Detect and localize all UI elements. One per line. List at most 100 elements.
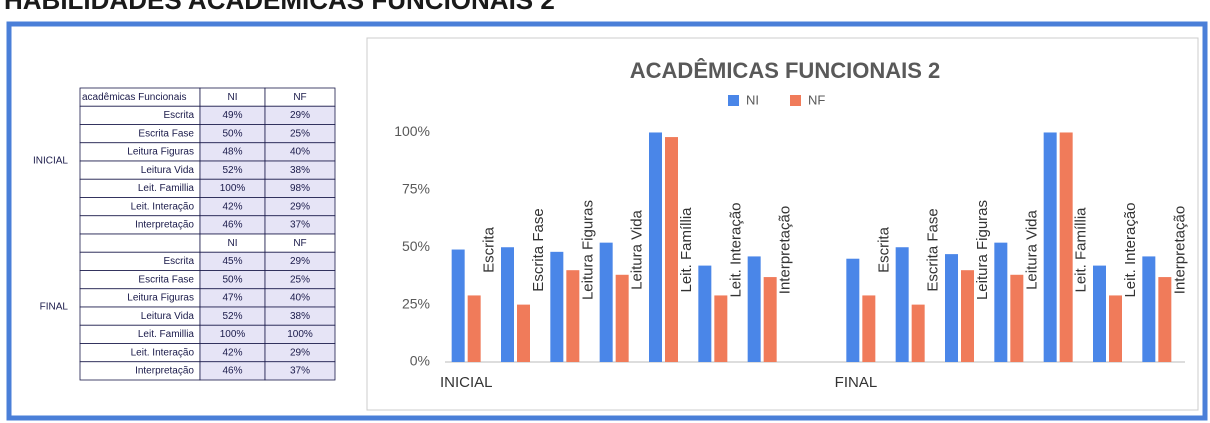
category-label: Escrita Fase <box>530 208 547 291</box>
bar <box>649 132 662 362</box>
cell-text: 45% <box>222 256 242 267</box>
cell-text: 37% <box>290 220 310 231</box>
cell-text: 50% <box>222 274 242 285</box>
cell-text: 40% <box>290 147 310 158</box>
cell-text: Escrita Fase <box>138 128 194 139</box>
bar <box>599 242 613 362</box>
bar <box>1010 274 1024 362</box>
bar <box>961 270 974 362</box>
cell-text: 100% <box>220 183 246 194</box>
legend-swatch <box>728 95 739 106</box>
bar <box>747 256 761 362</box>
bar <box>517 304 530 362</box>
cell-text: 25% <box>290 274 310 285</box>
category-label: Leitura Vida <box>1023 209 1040 289</box>
cell-text: 29% <box>290 201 310 212</box>
cell-text: Leit. Famillia <box>138 183 195 194</box>
category-label: Escrita <box>481 226 498 273</box>
category-label: Leit. Famíllia <box>678 207 695 293</box>
bar <box>1142 256 1156 362</box>
cell-text: Leitura Figuras <box>127 293 194 304</box>
cell-text: 42% <box>222 347 242 358</box>
bar <box>911 304 925 362</box>
bar <box>763 277 777 362</box>
cell-text: 98% <box>290 183 310 194</box>
cell-text: Leitura Vida <box>141 311 195 322</box>
bar <box>994 242 1008 362</box>
category-label: Interpretação <box>777 206 794 294</box>
cell-text: Escrita Fase <box>138 274 194 285</box>
cell-text: 38% <box>290 311 310 322</box>
bar <box>615 274 629 362</box>
cell-text: 37% <box>290 366 310 377</box>
group-label: INICIAL <box>440 374 493 391</box>
cell-text: 38% <box>290 165 310 176</box>
cell-text: 49% <box>222 110 242 121</box>
legend-swatch <box>790 95 801 106</box>
group-label: INICIAL <box>33 156 68 167</box>
cell-text: Leit. Interação <box>131 347 195 358</box>
group-label: FINAL <box>835 374 878 391</box>
legend-label: NF <box>808 92 825 107</box>
category-label: Escrita <box>875 226 892 273</box>
cell-text: 46% <box>222 220 242 231</box>
cell-bg <box>264 361 336 381</box>
bar <box>501 247 514 362</box>
bar <box>1109 295 1122 362</box>
cell-text: 100% <box>220 329 246 340</box>
cell-text: Interpretação <box>135 220 194 231</box>
category-label: Leit. Famíllia <box>1073 207 1090 293</box>
cell-text: 50% <box>222 128 242 139</box>
cell-text: 42% <box>222 201 242 212</box>
frame <box>6 21 1208 421</box>
cell-text: 46% <box>222 366 242 377</box>
y-tick-label: 75% <box>402 181 430 197</box>
legend-label: NI <box>746 92 759 107</box>
bar <box>451 249 465 362</box>
bar <box>846 258 860 362</box>
category-label: Leitura Figuras <box>974 200 991 300</box>
category-label: Leit. Interação <box>1122 202 1139 297</box>
header-text: NF <box>293 238 306 249</box>
bar <box>1059 132 1073 362</box>
page-title: HABILIDADES ACADÊMICAS FUNCIONAIS 2 <box>4 0 555 15</box>
cell-text: 25% <box>290 128 310 139</box>
bar <box>945 254 958 362</box>
cell-text: 100% <box>287 329 313 340</box>
category-label: Leitura Figuras <box>579 200 596 300</box>
header-text: acadêmicas Funcionais <box>82 92 187 103</box>
category-label: Leitura Vida <box>629 209 646 289</box>
cell-text: 52% <box>222 311 242 322</box>
cell-text: Leitura Figuras <box>127 147 194 158</box>
cell-text: Escrita <box>163 110 194 121</box>
cell-text: Escrita <box>163 256 194 267</box>
chart-title: ACADÊMICAS FUNCIONAIS 2 <box>630 58 940 83</box>
cell-text: 40% <box>290 293 310 304</box>
bar <box>550 251 564 362</box>
header-cell <box>79 233 201 253</box>
cell-text: 48% <box>222 147 242 158</box>
bar <box>895 247 909 362</box>
bar <box>1043 132 1057 362</box>
category-label: Interpretação <box>1171 206 1188 294</box>
cell-text: 29% <box>290 110 310 121</box>
header-text: NF <box>293 92 306 103</box>
bar <box>566 270 580 362</box>
bar <box>467 295 481 362</box>
cell-text: Leit. Interação <box>131 201 195 212</box>
category-label: Leit. Interação <box>727 202 744 297</box>
cell-text: 29% <box>290 347 310 358</box>
y-tick-label: 25% <box>402 295 430 311</box>
y-tick-label: 100% <box>394 123 430 139</box>
group-label: FINAL <box>40 302 69 313</box>
cell-text: Leit. Famillia <box>138 329 195 340</box>
cell-text: 52% <box>222 165 242 176</box>
cell-text: 47% <box>222 293 242 304</box>
category-label: Escrita Fase <box>925 208 942 291</box>
cell-text: Interpretação <box>135 366 194 377</box>
header-text: NI <box>228 238 238 249</box>
cell-text: Leitura Vida <box>141 165 195 176</box>
bar <box>698 265 712 362</box>
y-tick-label: 0% <box>410 353 430 369</box>
